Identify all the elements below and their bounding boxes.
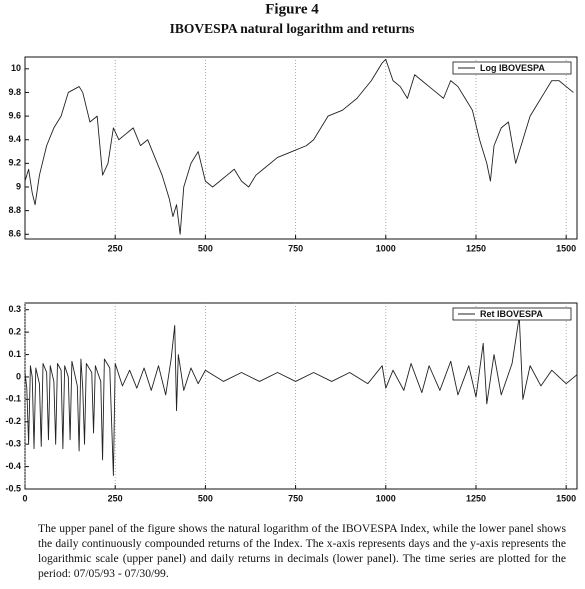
series-line [24,58,574,235]
x-tick-label: 500 [198,493,213,503]
y-tick-label: 9.6 [8,110,21,120]
plot-frame [24,56,578,240]
x-tick-label: 1250 [466,493,486,503]
y-tick-label: 0 [16,371,21,381]
series-line [24,316,578,476]
y-tick-label: 0.3 [8,304,21,314]
y-tick-label: 9 [16,181,21,191]
x-tick-label: 750 [288,243,303,253]
y-tick-label: 9.8 [8,87,21,97]
figure-label: Figure 4 [265,1,319,17]
y-tick-label: 0.1 [8,349,21,359]
legend-label: Ret IBOVESPA [480,309,543,319]
caption: The upper panel of the figure shows the … [38,522,566,580]
plot-frame [24,302,578,490]
y-tick-label: -0.4 [5,461,21,471]
x-tick-label: 1500 [556,493,576,503]
x-tick-label: 0 [22,493,27,503]
y-tick-label: 8.6 [8,229,21,239]
y-tick-label: -0.5 [5,483,21,493]
y-tick-label: 8.8 [8,205,21,215]
figure-title: IBOVESPA natural logarithm and returns [170,21,415,36]
y-tick-label: -0.1 [5,394,21,404]
y-tick-label: 10 [11,63,21,73]
y-tick-label: -0.2 [5,416,21,426]
x-tick-label: 500 [198,243,213,253]
y-tick-label: 0.2 [8,327,21,337]
chart: Figure 4 IBOVESPA natural logarithm and … [5,1,578,503]
x-tick-label: 250 [108,493,123,503]
x-tick-label: 1250 [466,243,486,253]
legend-box [452,61,572,75]
x-tick-label: 1000 [376,243,396,253]
legend-label: Log IBOVESPA [480,63,545,73]
x-tick-label: 1000 [376,493,396,503]
y-tick-label: 9.4 [8,134,21,144]
x-tick-label: 1500 [556,243,576,253]
y-tick-label: -0.3 [5,439,21,449]
y-tick-label: 9.2 [8,158,21,168]
x-tick-label: 750 [288,493,303,503]
x-tick-label: 250 [108,243,123,253]
legend-box [452,307,572,321]
